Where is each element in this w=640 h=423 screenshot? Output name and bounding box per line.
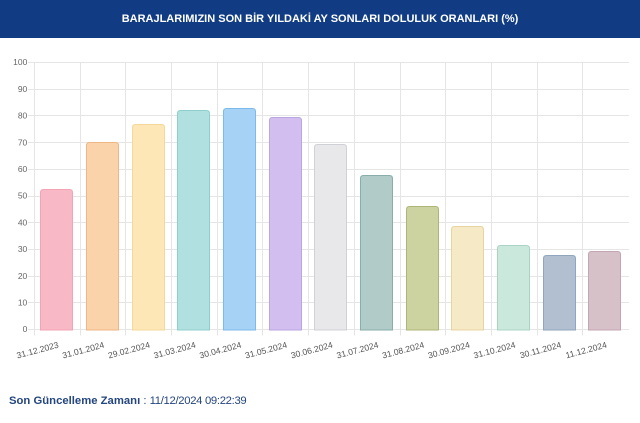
svg-text:31.10.2024: 31.10.2024 <box>472 340 516 361</box>
svg-text:31.01.2024: 31.01.2024 <box>61 340 105 361</box>
svg-text:31.12.2023: 31.12.2023 <box>15 340 59 361</box>
svg-text:80: 80 <box>18 111 28 121</box>
svg-text:31.08.2024: 31.08.2024 <box>381 340 425 361</box>
svg-text:30.09.2024: 30.09.2024 <box>427 340 471 361</box>
svg-text:100: 100 <box>13 57 27 67</box>
svg-text:40: 40 <box>18 217 28 227</box>
svg-text:60: 60 <box>18 164 28 174</box>
svg-text:30.06.2024: 30.06.2024 <box>290 340 334 361</box>
svg-text:70: 70 <box>18 137 28 147</box>
svg-text:10: 10 <box>18 298 28 308</box>
svg-text:30: 30 <box>18 244 28 254</box>
svg-text:31.05.2024: 31.05.2024 <box>244 340 288 361</box>
svg-text:0: 0 <box>23 324 28 334</box>
svg-text:20: 20 <box>18 271 28 281</box>
svg-text:50: 50 <box>18 191 28 201</box>
svg-text:30.11.2024: 30.11.2024 <box>519 340 563 361</box>
svg-text:30.04.2024: 30.04.2024 <box>198 340 242 361</box>
svg-text:29.02.2024: 29.02.2024 <box>107 340 151 361</box>
svg-text:31.07.2024: 31.07.2024 <box>335 340 379 361</box>
svg-text:11.12.2024: 11.12.2024 <box>564 340 608 361</box>
svg-text:31.03.2024: 31.03.2024 <box>153 340 197 361</box>
svg-text:90: 90 <box>18 84 28 94</box>
